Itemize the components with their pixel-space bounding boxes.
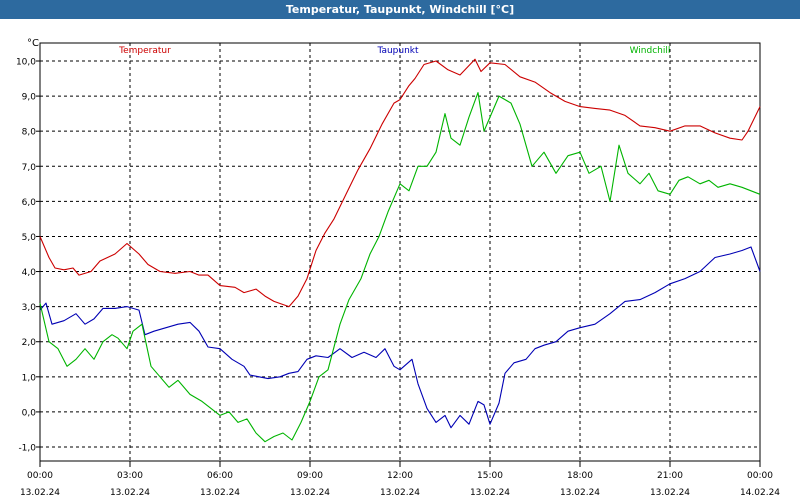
y-axis-unit-label: °C <box>27 38 39 49</box>
x-tick-time-label: 18:00 <box>567 471 593 481</box>
x-tick-date-label: 13.02.24 <box>470 488 510 498</box>
series-lines <box>39 58 761 443</box>
x-tick-time-label: 21:00 <box>657 471 683 481</box>
y-tick-label: 0,0 <box>22 408 37 418</box>
x-tick-date-label: 13.02.24 <box>380 488 420 498</box>
y-tick-label: 1,0 <box>22 373 37 383</box>
y-tick-label: 9,0 <box>22 93 37 103</box>
y-tick-label: 5,0 <box>22 233 37 243</box>
chart-area: -1,0 0,0 1,0 2,0 3,0 4,0 5,0 6,0 7,0 8,0 9,0 10,0 00… <box>0 19 800 500</box>
x-tick-time-label: 09:00 <box>297 471 323 481</box>
x-tick-date-label: 14.02.24 <box>740 488 780 498</box>
y-tick-label: 7,0 <box>22 163 37 173</box>
x-tick-date-label: 13.02.24 <box>200 488 240 498</box>
y-tick-label: 6,0 <box>22 198 37 208</box>
x-tick-time-label: 00:00 <box>747 471 773 481</box>
x-tick-date-label: 13.02.24 <box>20 488 60 498</box>
chart-title: Temperatur, Taupunkt, Windchill [°C] <box>0 0 800 19</box>
series-line-temperatur <box>39 58 761 308</box>
y-tick-label: 4,0 <box>22 268 37 278</box>
x-tick-time-label: 06:00 <box>207 471 233 481</box>
y-tick-label: 8,0 <box>22 128 37 138</box>
line-chart: -1,0 0,0 1,0 2,0 3,0 4,0 5,0 6,0 7,0 8,0 9,0 10,0 00… <box>16 38 780 499</box>
grid-lines <box>40 43 760 461</box>
series-line-taupunkt <box>39 246 761 429</box>
y-tick-label: 10,0 <box>16 58 36 68</box>
y-tick-label: 3,0 <box>22 303 37 313</box>
series-line-windchill <box>39 92 761 443</box>
legend-item-temperatur: Temperatur <box>118 46 171 56</box>
legend-item-windchill: Windchill <box>630 46 671 56</box>
y-tick-label: -1,0 <box>18 444 36 454</box>
x-tick-time-label: 00:00 <box>27 471 53 481</box>
legend-item-taupunkt: Taupunkt <box>376 46 419 56</box>
x-tick-time-label: 12:00 <box>387 471 413 481</box>
y-tick-label: 2,0 <box>22 338 37 348</box>
x-tick-date-label: 13.02.24 <box>110 488 150 498</box>
x-tick-date-label: 13.02.24 <box>650 488 690 498</box>
x-tick-date-label: 13.02.24 <box>560 488 600 498</box>
x-tick-date-label: 13.02.24 <box>290 488 330 498</box>
x-tick-time-label: 15:00 <box>477 471 503 481</box>
x-tick-time-label: 03:00 <box>117 471 143 481</box>
axis-ticks: -1,0 0,0 1,0 2,0 3,0 4,0 5,0 6,0 7,0 8,0 9,0 10,0 00… <box>16 58 780 499</box>
legend: Temperatur Taupunkt Windchill <box>118 46 670 56</box>
